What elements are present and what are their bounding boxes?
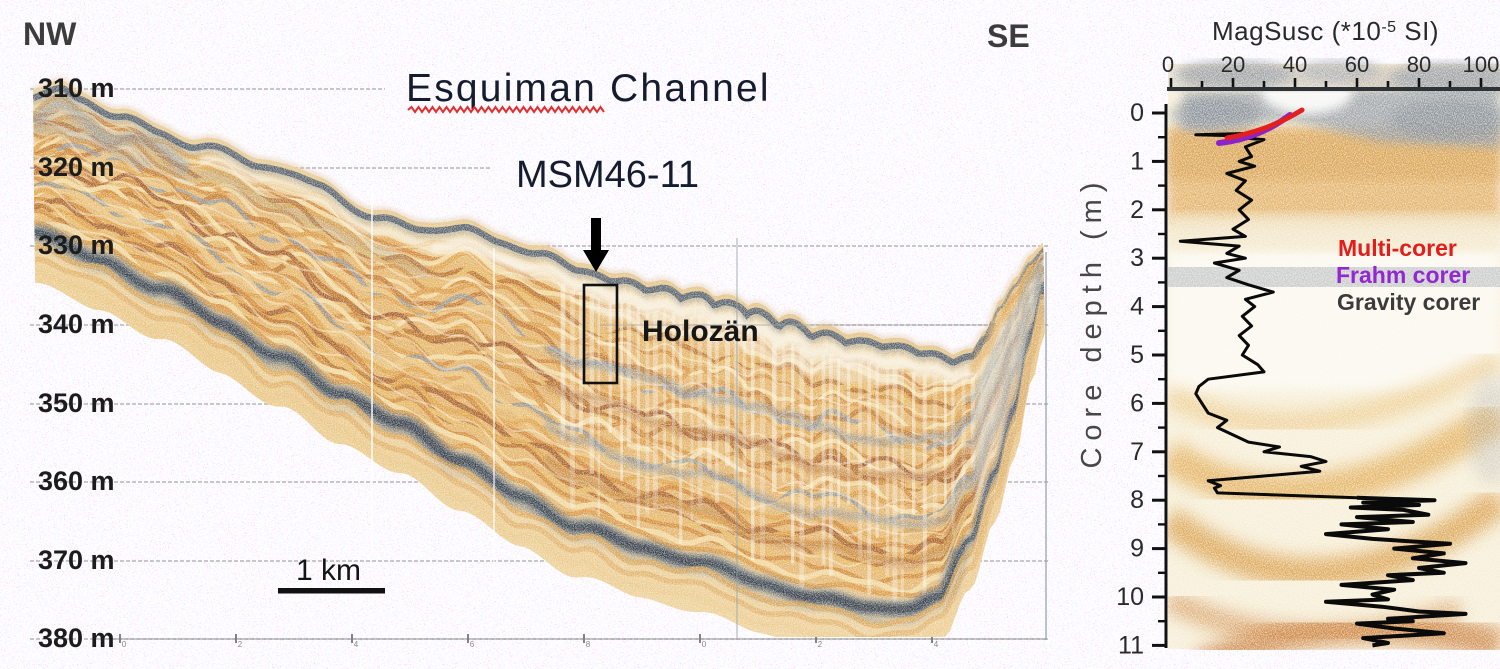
svg-text:0: 0 [702,640,707,649]
svg-text:Esquiman Channel: Esquiman Channel [406,67,771,110]
svg-text:20: 20 [1221,52,1245,77]
svg-text:370 m: 370 m [38,545,115,575]
svg-text:Gravity corer: Gravity corer [1337,289,1480,315]
svg-text:6: 6 [1130,389,1144,417]
svg-text:Core depth (m): Core depth (m) [1076,175,1108,468]
svg-text:2: 2 [818,640,823,649]
svg-text:4: 4 [1130,293,1144,321]
svg-text:MagSusc (*10-5 SI): MagSusc (*10-5 SI) [1212,16,1439,46]
svg-text:0: 0 [122,640,127,649]
svg-text:NW: NW [23,16,77,52]
svg-text:2: 2 [1130,196,1144,224]
svg-text:4: 4 [354,640,359,649]
svg-text:MSM46-11: MSM46-11 [516,154,699,196]
svg-text:2: 2 [238,640,243,649]
svg-text:Holozän: Holozän [642,315,759,348]
svg-text:350 m: 350 m [38,388,115,418]
svg-text:380 m: 380 m [38,623,115,653]
svg-text:360 m: 360 m [38,466,115,496]
svg-text:40: 40 [1283,52,1307,77]
svg-text:6: 6 [470,640,475,649]
svg-text:0: 0 [1162,52,1174,77]
svg-text:60: 60 [1345,52,1369,77]
svg-text:Frahm corer: Frahm corer [1336,262,1470,288]
svg-text:8: 8 [1130,486,1144,514]
svg-text:5: 5 [1130,341,1144,369]
svg-text:SE: SE [987,18,1030,54]
svg-text:9: 9 [1130,535,1144,563]
svg-text:0: 0 [1130,99,1144,127]
svg-text:310 m: 310 m [38,73,115,103]
svg-text:3: 3 [1130,244,1144,272]
svg-text:11: 11 [1118,631,1144,659]
svg-text:330 m: 330 m [38,230,115,260]
svg-text:8: 8 [586,640,591,649]
svg-text:80: 80 [1407,52,1431,77]
svg-text:Multi-corer: Multi-corer [1338,235,1457,261]
svg-text:1 km: 1 km [296,554,361,587]
svg-text:1: 1 [1130,147,1144,175]
svg-text:7: 7 [1130,438,1144,466]
svg-text:340 m: 340 m [38,309,115,339]
svg-text:10: 10 [1116,583,1144,611]
svg-text:100: 100 [1463,52,1500,77]
svg-text:4: 4 [934,640,939,649]
svg-text:320 m: 320 m [38,152,115,182]
